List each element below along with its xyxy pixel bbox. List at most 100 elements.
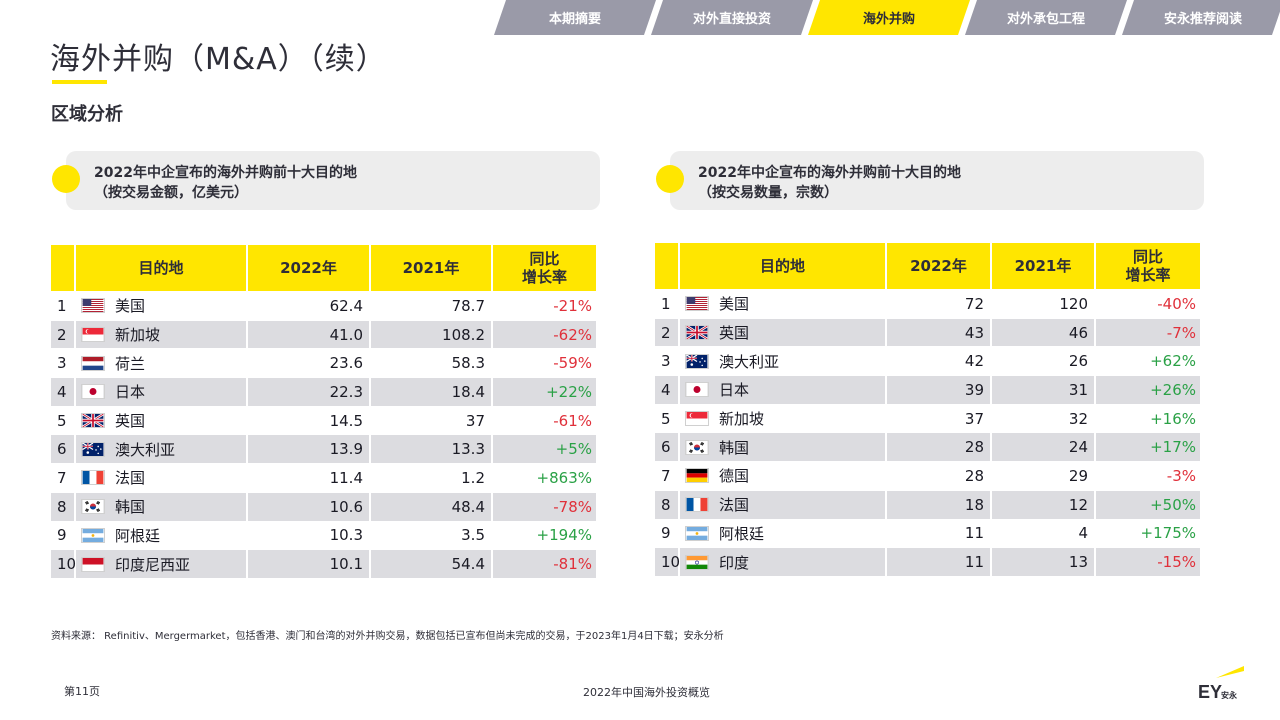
- flag-de-icon: [685, 468, 709, 484]
- value-2022-cell: 28: [887, 432, 992, 462]
- title-underline: [52, 80, 107, 84]
- value-2022-cell: 28: [887, 461, 992, 490]
- flag-gb-icon: [685, 325, 709, 341]
- growth-cell: -78%: [493, 491, 596, 521]
- rank-cell: 9: [655, 518, 680, 548]
- left-table-caption: 2022年中企宣布的海外并购前十大目的地 （按交易金额，亿美元）: [52, 151, 600, 210]
- country-name: 英国: [115, 412, 146, 431]
- destination-cell: 印度: [680, 547, 887, 576]
- rank-cell: 5: [51, 405, 76, 435]
- page-title: 海外并购（M&A）（续）: [50, 42, 387, 77]
- ey-logo-text: EY: [1198, 682, 1222, 702]
- country-name: 荷兰: [115, 354, 146, 373]
- value-2021-cell: 4: [992, 518, 1096, 548]
- top-nav: 本期摘要 对外直接投资 海外并购 对外承包工程 安永推荐阅读: [494, 0, 1280, 35]
- rank-cell: 4: [51, 377, 76, 406]
- value-2022-cell: 11: [887, 518, 992, 548]
- value-2022-cell: 14.5: [248, 405, 371, 435]
- growth-cell: +5%: [493, 434, 596, 464]
- flag-ar-icon: [685, 525, 709, 541]
- tab-direct-investment[interactable]: 对外直接投资: [651, 0, 813, 35]
- table-header-row: 目的地 2022年 2021年 同比 增长率: [655, 243, 1200, 289]
- value-2022-cell: 22.3: [248, 377, 371, 406]
- table-row: 6 韩国 28 24 +17%: [655, 432, 1200, 462]
- page-number: 第11页: [64, 685, 100, 698]
- growth-cell: -62%: [493, 319, 596, 349]
- destination-cell: 德国: [680, 461, 887, 490]
- table-row: 4 日本 39 31 +26%: [655, 375, 1200, 404]
- tab-recommended-reading[interactable]: 安永推荐阅读: [1122, 0, 1280, 35]
- country-name: 韩国: [115, 498, 146, 517]
- value-2022-cell: 39: [887, 375, 992, 404]
- tab-mna[interactable]: 海外并购: [808, 0, 970, 35]
- value-2022-cell: 41.0: [248, 319, 371, 349]
- country-name: 印度: [719, 553, 750, 572]
- flag-us-icon: [685, 296, 709, 312]
- value-2022-cell: 72: [887, 289, 992, 318]
- rank-cell: 3: [51, 348, 76, 378]
- country-name: 法国: [719, 496, 750, 515]
- growth-cell: +175%: [1096, 518, 1200, 548]
- rank-cell: 7: [51, 463, 76, 492]
- destination-cell: 印度尼西亚: [76, 549, 248, 578]
- value-2021-cell: 24: [992, 432, 1096, 462]
- growth-cell: -7%: [1096, 317, 1200, 347]
- country-name: 美国: [719, 295, 750, 314]
- country-name: 英国: [719, 324, 750, 343]
- value-2022-cell: 10.1: [248, 549, 371, 578]
- destination-cell: 新加坡: [76, 319, 248, 349]
- country-name: 韩国: [719, 438, 750, 457]
- country-name: 法国: [115, 469, 146, 488]
- header-destination: 目的地: [680, 243, 887, 289]
- table-row: 2 英国 43 46 -7%: [655, 317, 1200, 347]
- destination-cell: 日本: [76, 377, 248, 406]
- flag-au-icon: [81, 441, 105, 457]
- flag-nl-icon: [81, 355, 105, 371]
- flag-fr-icon: [685, 497, 709, 513]
- flag-gb-icon: [81, 413, 105, 429]
- value-2021-cell: 12: [992, 489, 1096, 519]
- header-growth: 同比 增长率: [493, 245, 596, 291]
- value-2022-cell: 10.3: [248, 520, 371, 550]
- value-2022-cell: 42: [887, 346, 992, 376]
- destination-cell: 澳大利亚: [76, 434, 248, 464]
- growth-cell: +62%: [1096, 346, 1200, 375]
- table-row: 4 日本 22.3 18.4 +22%: [51, 377, 596, 406]
- flag-kr-icon: [81, 499, 105, 515]
- flag-in-icon: [685, 554, 709, 570]
- bullet-dot-icon: [52, 165, 80, 193]
- destination-cell: 荷兰: [76, 348, 248, 378]
- growth-cell: +26%: [1096, 375, 1200, 404]
- header-2022: 2022年: [248, 245, 371, 291]
- header-destination: 目的地: [76, 245, 248, 291]
- caption-line2: （按交易金额，亿美元）: [94, 185, 248, 201]
- growth-cell: +50%: [1096, 489, 1200, 519]
- country-name: 澳大利亚: [719, 352, 780, 371]
- table-row: 5 新加坡 37 32 +16%: [655, 403, 1200, 433]
- flag-kr-icon: [685, 439, 709, 455]
- country-name: 阿根廷: [719, 524, 765, 543]
- ey-logo: EY 安永: [1198, 666, 1244, 702]
- flag-ar-icon: [81, 527, 105, 543]
- rank-cell: 6: [655, 432, 680, 462]
- table-row: 8 法国 18 12 +50%: [655, 489, 1200, 519]
- table-header-row: 目的地 2022年 2021年 同比 增长率: [51, 245, 596, 291]
- rank-cell: 10: [51, 549, 76, 578]
- country-name: 印度尼西亚: [115, 555, 191, 574]
- value-2021-cell: 3.5: [371, 520, 493, 550]
- table-row: 2 新加坡 41.0 108.2 -62%: [51, 319, 596, 349]
- destination-cell: 美国: [76, 291, 248, 320]
- value-2022-cell: 18: [887, 489, 992, 519]
- tab-summary[interactable]: 本期摘要: [494, 0, 656, 35]
- table-row: 1 美国 72 120 -40%: [655, 289, 1200, 318]
- tab-contracting[interactable]: 对外承包工程: [965, 0, 1127, 35]
- value-2022-cell: 10.6: [248, 491, 371, 521]
- growth-cell: -15%: [1096, 547, 1200, 576]
- growth-cell: +194%: [493, 520, 596, 550]
- country-name: 新加坡: [115, 326, 161, 345]
- rank-cell: 10: [655, 547, 680, 576]
- header-growth: 同比 增长率: [1096, 243, 1200, 289]
- value-2021-cell: 13.3: [371, 434, 493, 464]
- growth-cell: -59%: [493, 348, 596, 377]
- destination-cell: 韩国: [680, 432, 887, 462]
